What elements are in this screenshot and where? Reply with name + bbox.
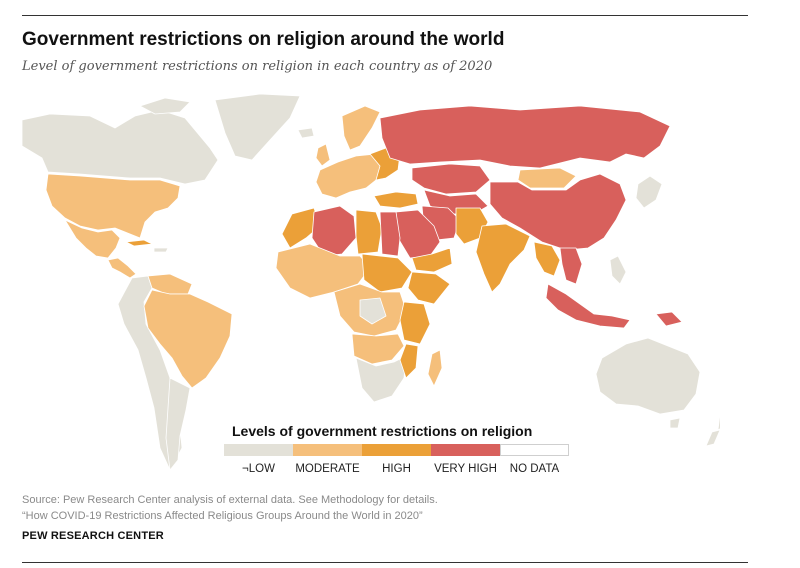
- bottom-rule: [22, 562, 748, 563]
- top-rule: [22, 15, 748, 16]
- map-greenland: [214, 93, 301, 161]
- map-iceland: [297, 127, 315, 139]
- map-indonesia: [545, 283, 631, 329]
- legend-label-high: HIGH: [382, 463, 411, 475]
- map-sudan: [361, 253, 413, 293]
- legend-swatch-low: [224, 444, 293, 456]
- map-southern-africa: [355, 355, 407, 403]
- legend-label-no-data: NO DATA: [509, 463, 560, 475]
- legend-swatch-moderate: [293, 444, 362, 456]
- map-congo: [359, 297, 387, 325]
- map-papua: [655, 311, 683, 327]
- chart-subtitle: Level of government restrictions on reli…: [22, 59, 493, 74]
- map-libya: [355, 209, 383, 255]
- map-australia: [595, 337, 701, 415]
- legend-title: Levels of government restrictions on rel…: [232, 423, 533, 439]
- source-line-1: Source: Pew Research Center analysis of …: [22, 494, 438, 506]
- legend-label-low: ¬LOW: [242, 463, 275, 475]
- map-andean: [117, 275, 183, 471]
- source-note: Source: Pew Research Center analysis of …: [22, 492, 438, 524]
- map-uk: [315, 143, 331, 167]
- source-line-2: “How COVID-19 Restrictions Affected Reli…: [22, 510, 423, 522]
- legend-swatch-very-high: [431, 444, 500, 456]
- map-egypt: [379, 211, 401, 257]
- map-philippines: [609, 255, 627, 285]
- footer-brand: PEW RESEARCH CENTER: [22, 530, 164, 542]
- map-united-states: [45, 173, 181, 239]
- map-canada: [21, 109, 219, 185]
- legend-color-bar: [224, 444, 569, 456]
- map-mexico: [64, 219, 121, 259]
- map-algeria: [311, 205, 357, 257]
- map-kazakhstan: [411, 163, 491, 195]
- map-brazil: [143, 289, 233, 389]
- legend-labels: ¬LOW MODERATE HIGH VERY HIGH NO DATA: [224, 463, 569, 479]
- map-tanzania: [399, 301, 431, 345]
- map-new-zealand: [705, 413, 720, 447]
- map-morocco: [281, 207, 321, 249]
- map-scandinavia: [341, 105, 381, 151]
- map-mozambique: [399, 343, 419, 379]
- map-madagascar: [427, 349, 443, 387]
- chart-title: Government restrictions on religion arou…: [22, 29, 505, 50]
- legend-label-very-high: VERY HIGH: [434, 463, 497, 475]
- legend-swatch-high: [362, 444, 431, 456]
- map-china: [489, 173, 627, 251]
- map-myanmar: [533, 241, 561, 277]
- map-yemen-oman: [411, 247, 453, 273]
- map-cuba: [125, 239, 153, 247]
- map-mongolia: [517, 167, 577, 189]
- world-map: [21, 93, 720, 471]
- legend-label-moderate: MODERATE: [295, 463, 360, 475]
- map-caribbean: [153, 247, 169, 253]
- map-arctic-islands: [139, 97, 191, 115]
- map-ethiopia: [407, 271, 451, 305]
- legend-swatch-no-data: [500, 444, 569, 456]
- map-japan: [635, 175, 663, 209]
- map-tasmania: [669, 417, 681, 429]
- map-turkey: [373, 191, 419, 209]
- map-argentina: [165, 377, 191, 471]
- map-india: [475, 223, 531, 293]
- map-angola: [351, 333, 405, 365]
- map-vietnam: [559, 247, 583, 285]
- map-russia: [379, 105, 671, 169]
- map-central-america: [107, 257, 137, 279]
- map-western-europe: [315, 153, 383, 199]
- map-west-africa: [275, 243, 371, 299]
